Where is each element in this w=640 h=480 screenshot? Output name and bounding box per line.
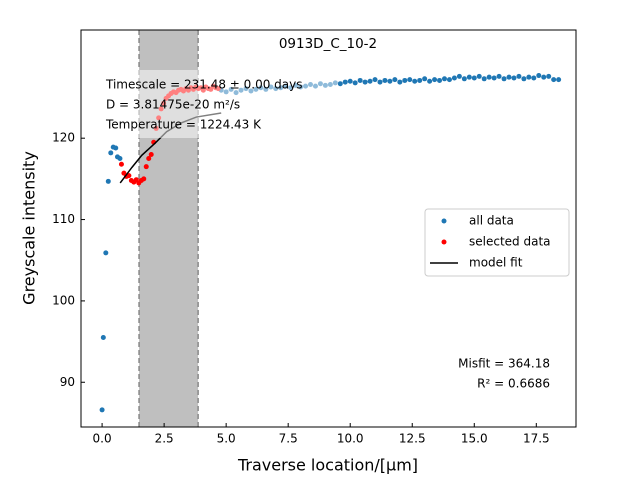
data-point: [357, 77, 363, 83]
data-point: [352, 80, 358, 86]
data-point: [437, 77, 443, 83]
data-point: [417, 77, 423, 83]
x-tick-label: 7.5: [279, 432, 298, 446]
plot-area: Timescale = 231.48 ± 0.00 days D = 3.8147…: [52, 29, 577, 446]
data-point: [372, 77, 378, 83]
data-point: [118, 161, 124, 167]
data-point: [486, 74, 492, 80]
data-point: [382, 77, 388, 83]
data-point: [541, 74, 547, 80]
y-tick-label: 110: [52, 212, 75, 226]
data-point: [491, 75, 497, 81]
x-tick-label: 5.0: [217, 432, 236, 446]
data-point: [337, 81, 343, 87]
data-point: [108, 150, 114, 156]
legend-box: [424, 208, 570, 277]
data-point: [146, 156, 152, 162]
annotation: D = 3.81475e-20 m²/s: [106, 98, 240, 112]
data-point: [506, 74, 512, 80]
x-axis-label: Traverse location/[μm]: [237, 456, 418, 475]
data-point: [466, 74, 472, 80]
fit-statistic: Misfit = 364.18: [458, 357, 550, 371]
data-point: [556, 77, 562, 83]
y-tick-label: 120: [52, 131, 75, 145]
data-point: [446, 77, 452, 83]
data-point: [148, 151, 154, 157]
plot-frame: [80, 29, 577, 428]
legend-marker: [441, 239, 447, 245]
data-point: [387, 78, 393, 84]
x-tick-label: 17.5: [523, 432, 550, 446]
data-point: [141, 176, 147, 182]
data-point: [496, 73, 502, 79]
annotation: Temperature = 1224.43 K: [105, 118, 262, 132]
data-point: [427, 78, 433, 84]
fit-statistic: R² = 0.6686: [477, 377, 550, 391]
data-point: [531, 75, 537, 81]
legend-marker: [441, 218, 447, 224]
legend-label: all data: [469, 214, 514, 228]
data-point: [456, 73, 462, 79]
annotation-box: [100, 70, 338, 138]
data-point: [99, 407, 105, 413]
data-point: [511, 75, 517, 81]
x-tick-label: 12.5: [399, 432, 426, 446]
data-point: [432, 77, 438, 83]
data-point: [516, 73, 522, 79]
x-tick-label: 0.0: [93, 432, 112, 446]
chart-title: 0913D_C_10-2: [279, 36, 377, 52]
data-point: [397, 79, 403, 85]
data-point: [546, 73, 552, 79]
data-point: [117, 156, 123, 162]
y-axis-label: Greyscale intensity: [20, 151, 39, 305]
data-point: [526, 74, 532, 80]
y-tick-label: 100: [52, 293, 75, 307]
data-point: [392, 77, 398, 83]
data-point: [476, 73, 482, 79]
data-point: [461, 76, 467, 82]
data-point: [501, 76, 507, 82]
x-tick-label: 10.0: [337, 432, 364, 446]
data-point: [103, 250, 109, 256]
data-point: [367, 78, 373, 84]
data-point: [362, 79, 368, 85]
data-point: [143, 164, 149, 170]
legend-label: model fit: [469, 256, 523, 270]
data-point: [551, 77, 557, 83]
data-point: [441, 76, 447, 82]
data-point: [481, 76, 487, 82]
data-point: [422, 76, 428, 82]
x-tick-label: 15.0: [461, 432, 488, 446]
x-tick-label: 2.5: [155, 432, 174, 446]
data-point: [100, 335, 106, 341]
data-point: [471, 75, 477, 81]
annotation: Timescale = 231.48 ± 0.00 days: [105, 78, 303, 92]
data-point: [342, 79, 348, 85]
data-point: [377, 79, 383, 85]
data-point: [105, 178, 111, 184]
y-tick-label: 90: [60, 375, 75, 389]
legend-label: selected data: [469, 235, 551, 249]
data-point: [451, 75, 457, 81]
data-point: [521, 76, 527, 82]
data-point: [347, 78, 353, 84]
data-point: [536, 73, 542, 79]
data-point: [402, 77, 408, 83]
data-point: [412, 78, 418, 84]
data-point: [113, 145, 119, 151]
data-point: [126, 173, 132, 179]
data-point: [407, 77, 413, 83]
